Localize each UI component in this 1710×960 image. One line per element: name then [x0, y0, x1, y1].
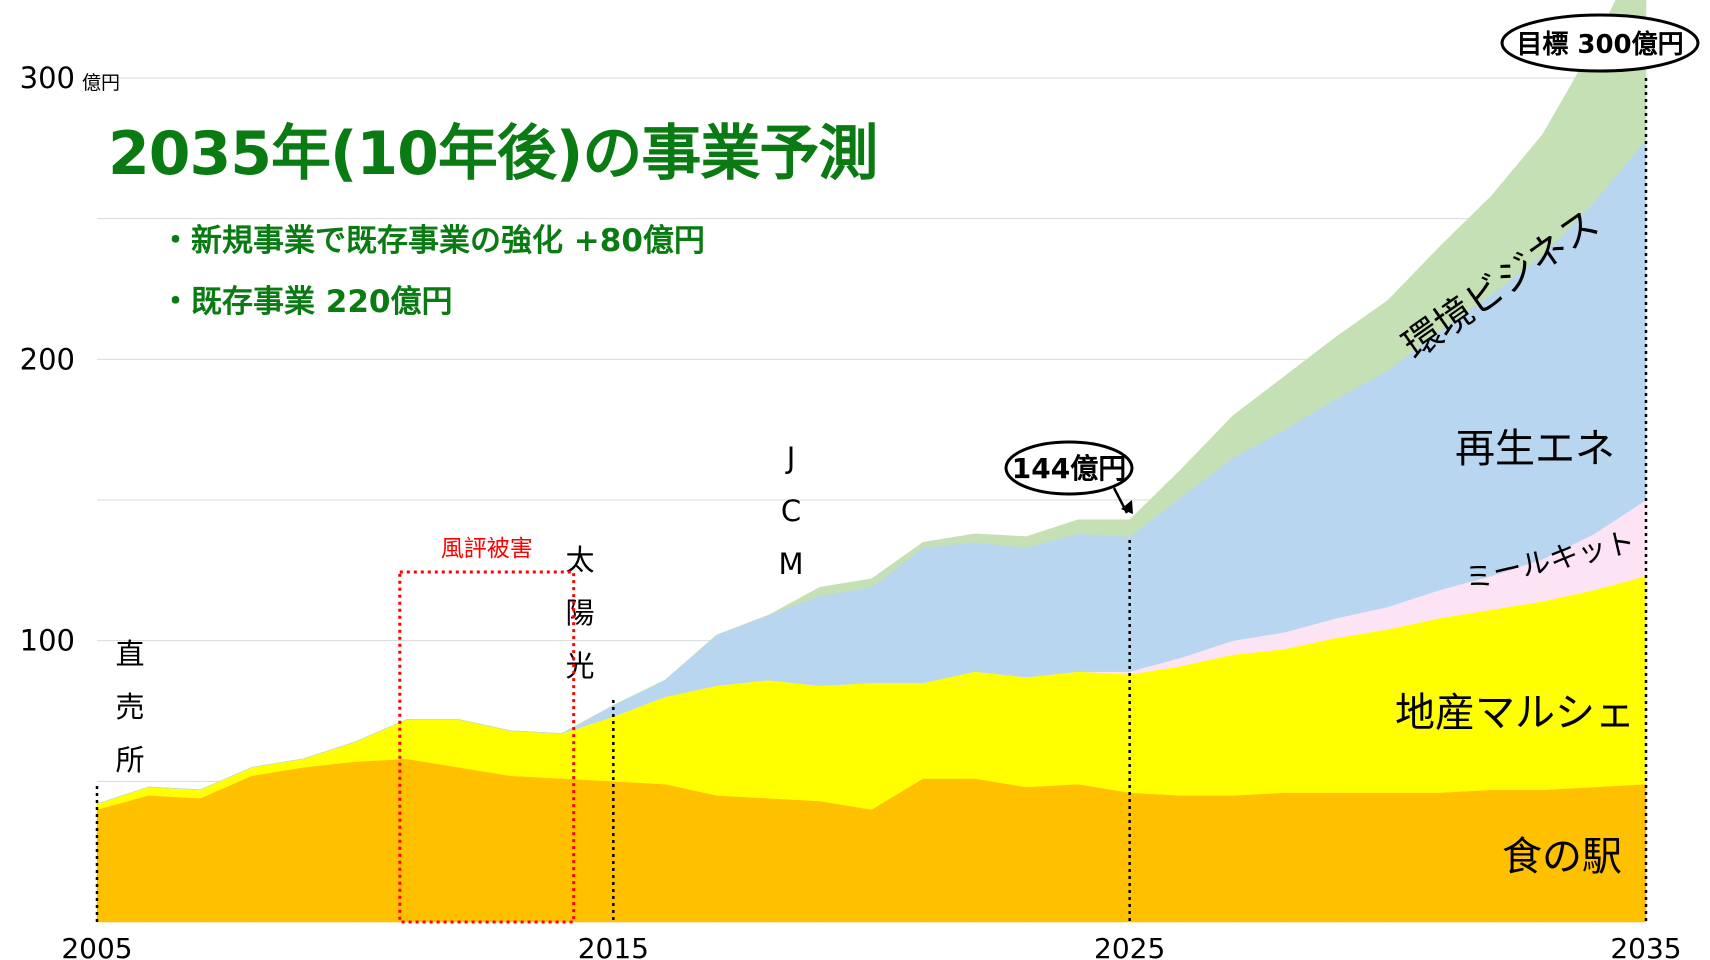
annotation-jcm: J — [785, 441, 796, 475]
reputational-damage-box — [398, 570, 576, 924]
chart-title: 2035年(10年後)の事業予測 — [108, 119, 878, 189]
y-tick-label: 100 — [20, 624, 75, 658]
annotation-direct-sales: 売 — [115, 690, 144, 724]
annotation-solar: 陽 — [565, 596, 594, 630]
axis-ticks: 100 200 300 億円 2005 2015 2025 2035 — [20, 61, 1682, 960]
y-tick-label: 300 — [20, 61, 75, 95]
annotation-jcm: C — [781, 494, 801, 528]
annotation-jcm: M — [778, 547, 803, 581]
series-label-renewable-energy: 再生エネ — [1455, 426, 1615, 472]
bullet-new-business: ・新規事業で既存事業の強化 +80億円 — [160, 223, 705, 259]
target-300-text: 目標 300億円 — [1516, 30, 1683, 60]
target-300-bubble — [1500, 13, 1700, 73]
area-series — [96, 0, 1647, 923]
callout-144-arrowhead — [1121, 500, 1133, 514]
annotation-direct-sales: 直 — [115, 637, 144, 671]
series-label-shoku-no-eki: 食の駅 — [1502, 834, 1622, 880]
annotation-solar: 光 — [565, 649, 594, 683]
callout-144-bubble — [1004, 440, 1134, 496]
series-label-chisan-marche: 地産マルシェ — [1395, 690, 1635, 736]
x-tick-label: 2005 — [61, 932, 132, 960]
callout-144-text: 144億円 — [1012, 452, 1126, 485]
annotation-reputational-damage: 風評被害 — [441, 536, 533, 562]
x-tick-label: 2025 — [1094, 932, 1165, 960]
y-unit-label: 億円 — [82, 72, 120, 94]
x-tick-label: 2015 — [578, 932, 649, 960]
bullet-existing-business: ・既存事業 220億円 — [160, 284, 453, 320]
annotation-direct-sales: 所 — [115, 743, 144, 777]
y-tick-label: 200 — [20, 342, 75, 376]
x-tick-label: 2035 — [1610, 932, 1681, 960]
